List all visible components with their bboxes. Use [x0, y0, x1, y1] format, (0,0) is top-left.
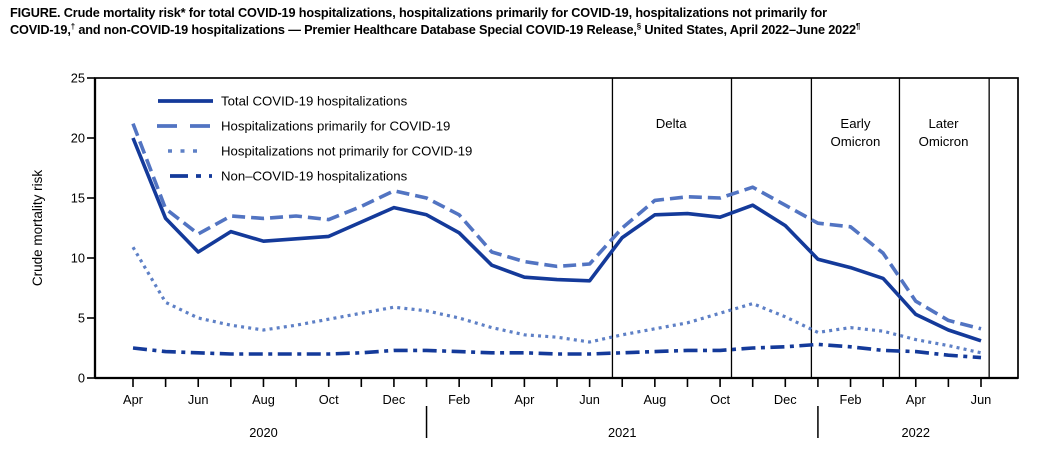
legend-label: Hospitalizations not primarily for COVID…: [221, 144, 472, 159]
y-axis-tick-label: 25: [71, 71, 85, 86]
y-axis-tick-label: 0: [78, 371, 85, 386]
y-axis-tick-label: 10: [71, 251, 85, 266]
period-label: Omicron: [919, 134, 969, 149]
series-line-hospitalizations-not-primarily-for-covid-19: [131, 246, 982, 355]
x-axis-month-label: Apr: [906, 392, 927, 407]
x-axis-month-label: Aug: [643, 392, 666, 407]
period-label: Early: [840, 116, 870, 131]
series-line-hospitalizations-primarily-for-covid-19: [131, 122, 982, 331]
y-axis-tick-label: 5: [78, 311, 85, 326]
x-axis-month-label: Feb: [448, 392, 470, 407]
x-axis-month-label: Oct: [319, 392, 339, 407]
legend-label: Total COVID-19 hospitalizations: [221, 94, 408, 109]
legend-label: Non–COVID-19 hospitalizations: [221, 169, 408, 184]
x-axis-month-label: Dec: [774, 392, 797, 407]
x-axis-month-label: Jun: [971, 392, 992, 407]
period-label: Later: [928, 116, 959, 131]
x-axis-month-label: Dec: [383, 392, 406, 407]
series-line-non-covid-19-hospitalizations: [132, 342, 982, 360]
series-line-total-covid-19-hospitalizations: [131, 137, 982, 343]
x-axis-month-label: Jun: [188, 392, 209, 407]
y-axis-tick-label: 20: [71, 131, 85, 146]
legend-label: Hospitalizations primarily for COVID-19: [221, 119, 450, 134]
y-axis-tick-label: 15: [71, 191, 85, 206]
x-axis-month-label: Feb: [840, 392, 862, 407]
x-axis-month-label: Apr: [514, 392, 535, 407]
x-axis-month-label: Aug: [252, 392, 275, 407]
x-axis-month-label: Oct: [710, 392, 730, 407]
year-label: 2022: [902, 425, 930, 440]
year-label: 2020: [249, 425, 277, 440]
x-axis-month-label: Jun: [579, 392, 600, 407]
figure-title: FIGURE. Crude mortality risk* for total …: [10, 6, 861, 38]
x-axis-month-label: Apr: [123, 392, 144, 407]
y-axis-title: Crude mortality risk: [30, 170, 45, 287]
period-label: Delta: [656, 116, 687, 131]
year-label: 2021: [608, 425, 636, 440]
period-label: Omicron: [831, 134, 881, 149]
